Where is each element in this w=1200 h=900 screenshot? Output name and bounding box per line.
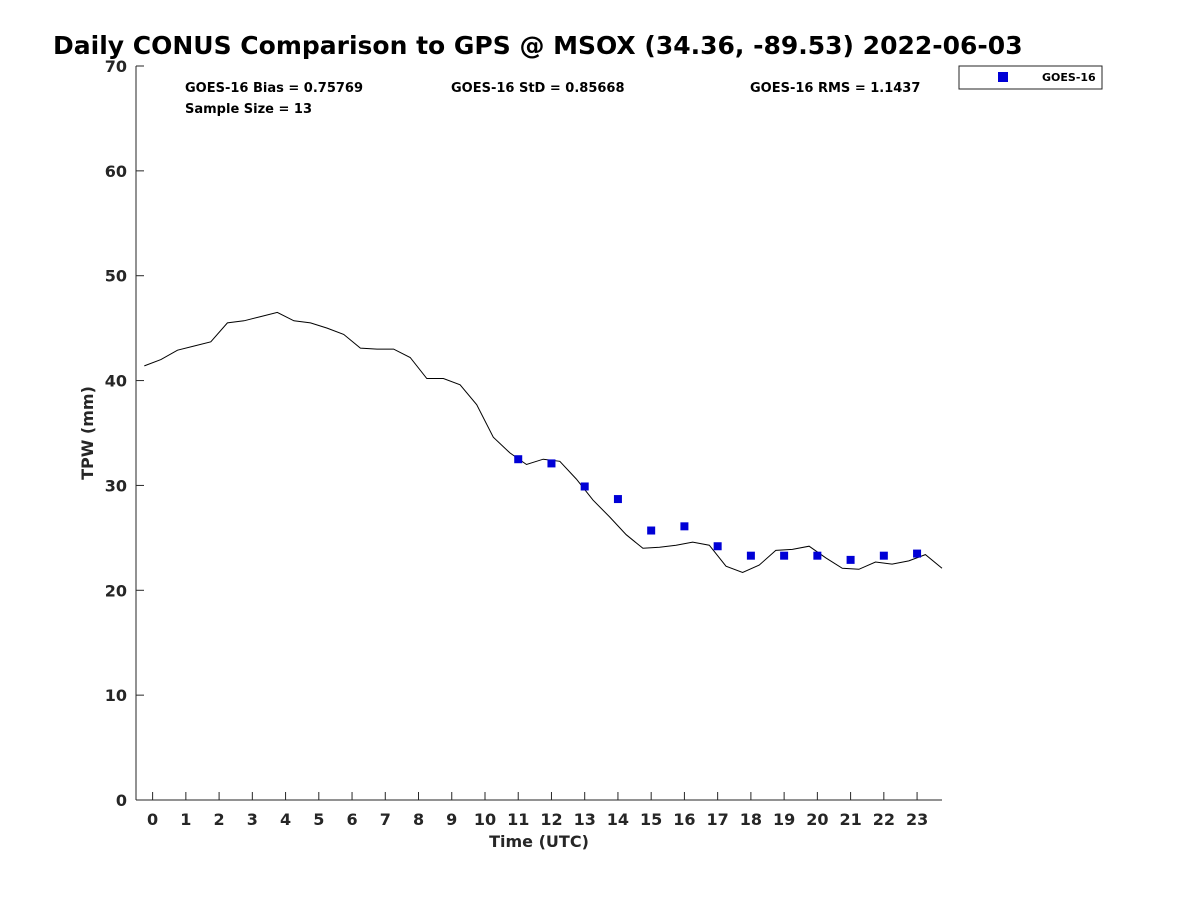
x-tick-label: 8 [413, 810, 424, 829]
legend-marker-goes16 [998, 72, 1008, 82]
y-tick-label: 50 [105, 267, 127, 286]
y-tick-label: 20 [105, 581, 127, 600]
legend: GOES-16 [958, 65, 1103, 90]
x-ticks: 0 1 2 3 4 5 6 7 8 9 10 11 12 13 14 15 16 17 18 19 20 21 22 23 [147, 792, 928, 829]
x-tick-label: 6 [346, 810, 357, 829]
x-tick-label: 3 [247, 810, 258, 829]
x-tick-label: 17 [707, 810, 729, 829]
goes16-point [680, 522, 689, 531]
y-tick-label: 0 [116, 791, 127, 810]
goes16-point [780, 551, 789, 560]
x-tick-label: 0 [147, 810, 158, 829]
y-ticks: 0 10 20 30 40 50 60 70 [105, 57, 144, 810]
goes16-point [879, 551, 888, 560]
goes16-point [647, 526, 656, 535]
legend-label-goes16: GOES-16 [1042, 71, 1096, 84]
gps-tpw-line [144, 311, 943, 574]
x-tick-label: 1 [180, 810, 191, 829]
goes16-point [547, 459, 556, 468]
stat-rms: GOES-16 RMS = 1.1437 [750, 81, 920, 96]
x-tick-label: 4 [280, 810, 291, 829]
stat-bias: GOES-16 Bias = 0.75769 [185, 81, 363, 96]
y-tick-label: 10 [105, 686, 127, 705]
x-tick-label: 20 [806, 810, 828, 829]
x-tick-label: 15 [640, 810, 662, 829]
y-axis-label: TPW (mm) [78, 386, 97, 480]
x-tick-label: 23 [906, 810, 928, 829]
x-axis-label: Time (UTC) [489, 832, 589, 851]
chart-title: Daily CONUS Comparison to GPS @ MSOX (34… [53, 31, 1023, 60]
series-layer [144, 311, 943, 574]
x-tick-label: 7 [380, 810, 391, 829]
y-tick-label: 30 [105, 476, 127, 495]
x-tick-label: 2 [214, 810, 225, 829]
y-tick-label: 70 [105, 57, 127, 76]
x-tick-label: 9 [446, 810, 457, 829]
x-tick-label: 21 [839, 810, 861, 829]
x-tick-label: 12 [540, 810, 562, 829]
x-tick-label: 5 [313, 810, 324, 829]
x-tick-label: 16 [673, 810, 695, 829]
stat-std: GOES-16 StD = 0.85668 [451, 81, 625, 96]
x-tick-label: 18 [740, 810, 762, 829]
y-tick-label: 60 [105, 162, 127, 181]
goes16-point [846, 555, 855, 564]
stat-sample-size: Sample Size = 13 [185, 102, 312, 117]
goes16-point [746, 551, 755, 560]
x-tick-label: 10 [474, 810, 496, 829]
goes16-point [913, 549, 922, 558]
goes16-point [580, 482, 589, 491]
goes16-point [514, 455, 523, 464]
goes16-point [713, 542, 722, 551]
goes16-point [813, 551, 822, 560]
x-tick-label: 13 [574, 810, 596, 829]
y-tick-label: 40 [105, 372, 127, 391]
x-tick-label: 19 [773, 810, 795, 829]
x-tick-label: 22 [873, 810, 895, 829]
legend-box [958, 65, 1103, 90]
x-tick-label: 11 [507, 810, 529, 829]
x-tick-label: 14 [607, 810, 629, 829]
goes16-point [613, 495, 622, 504]
